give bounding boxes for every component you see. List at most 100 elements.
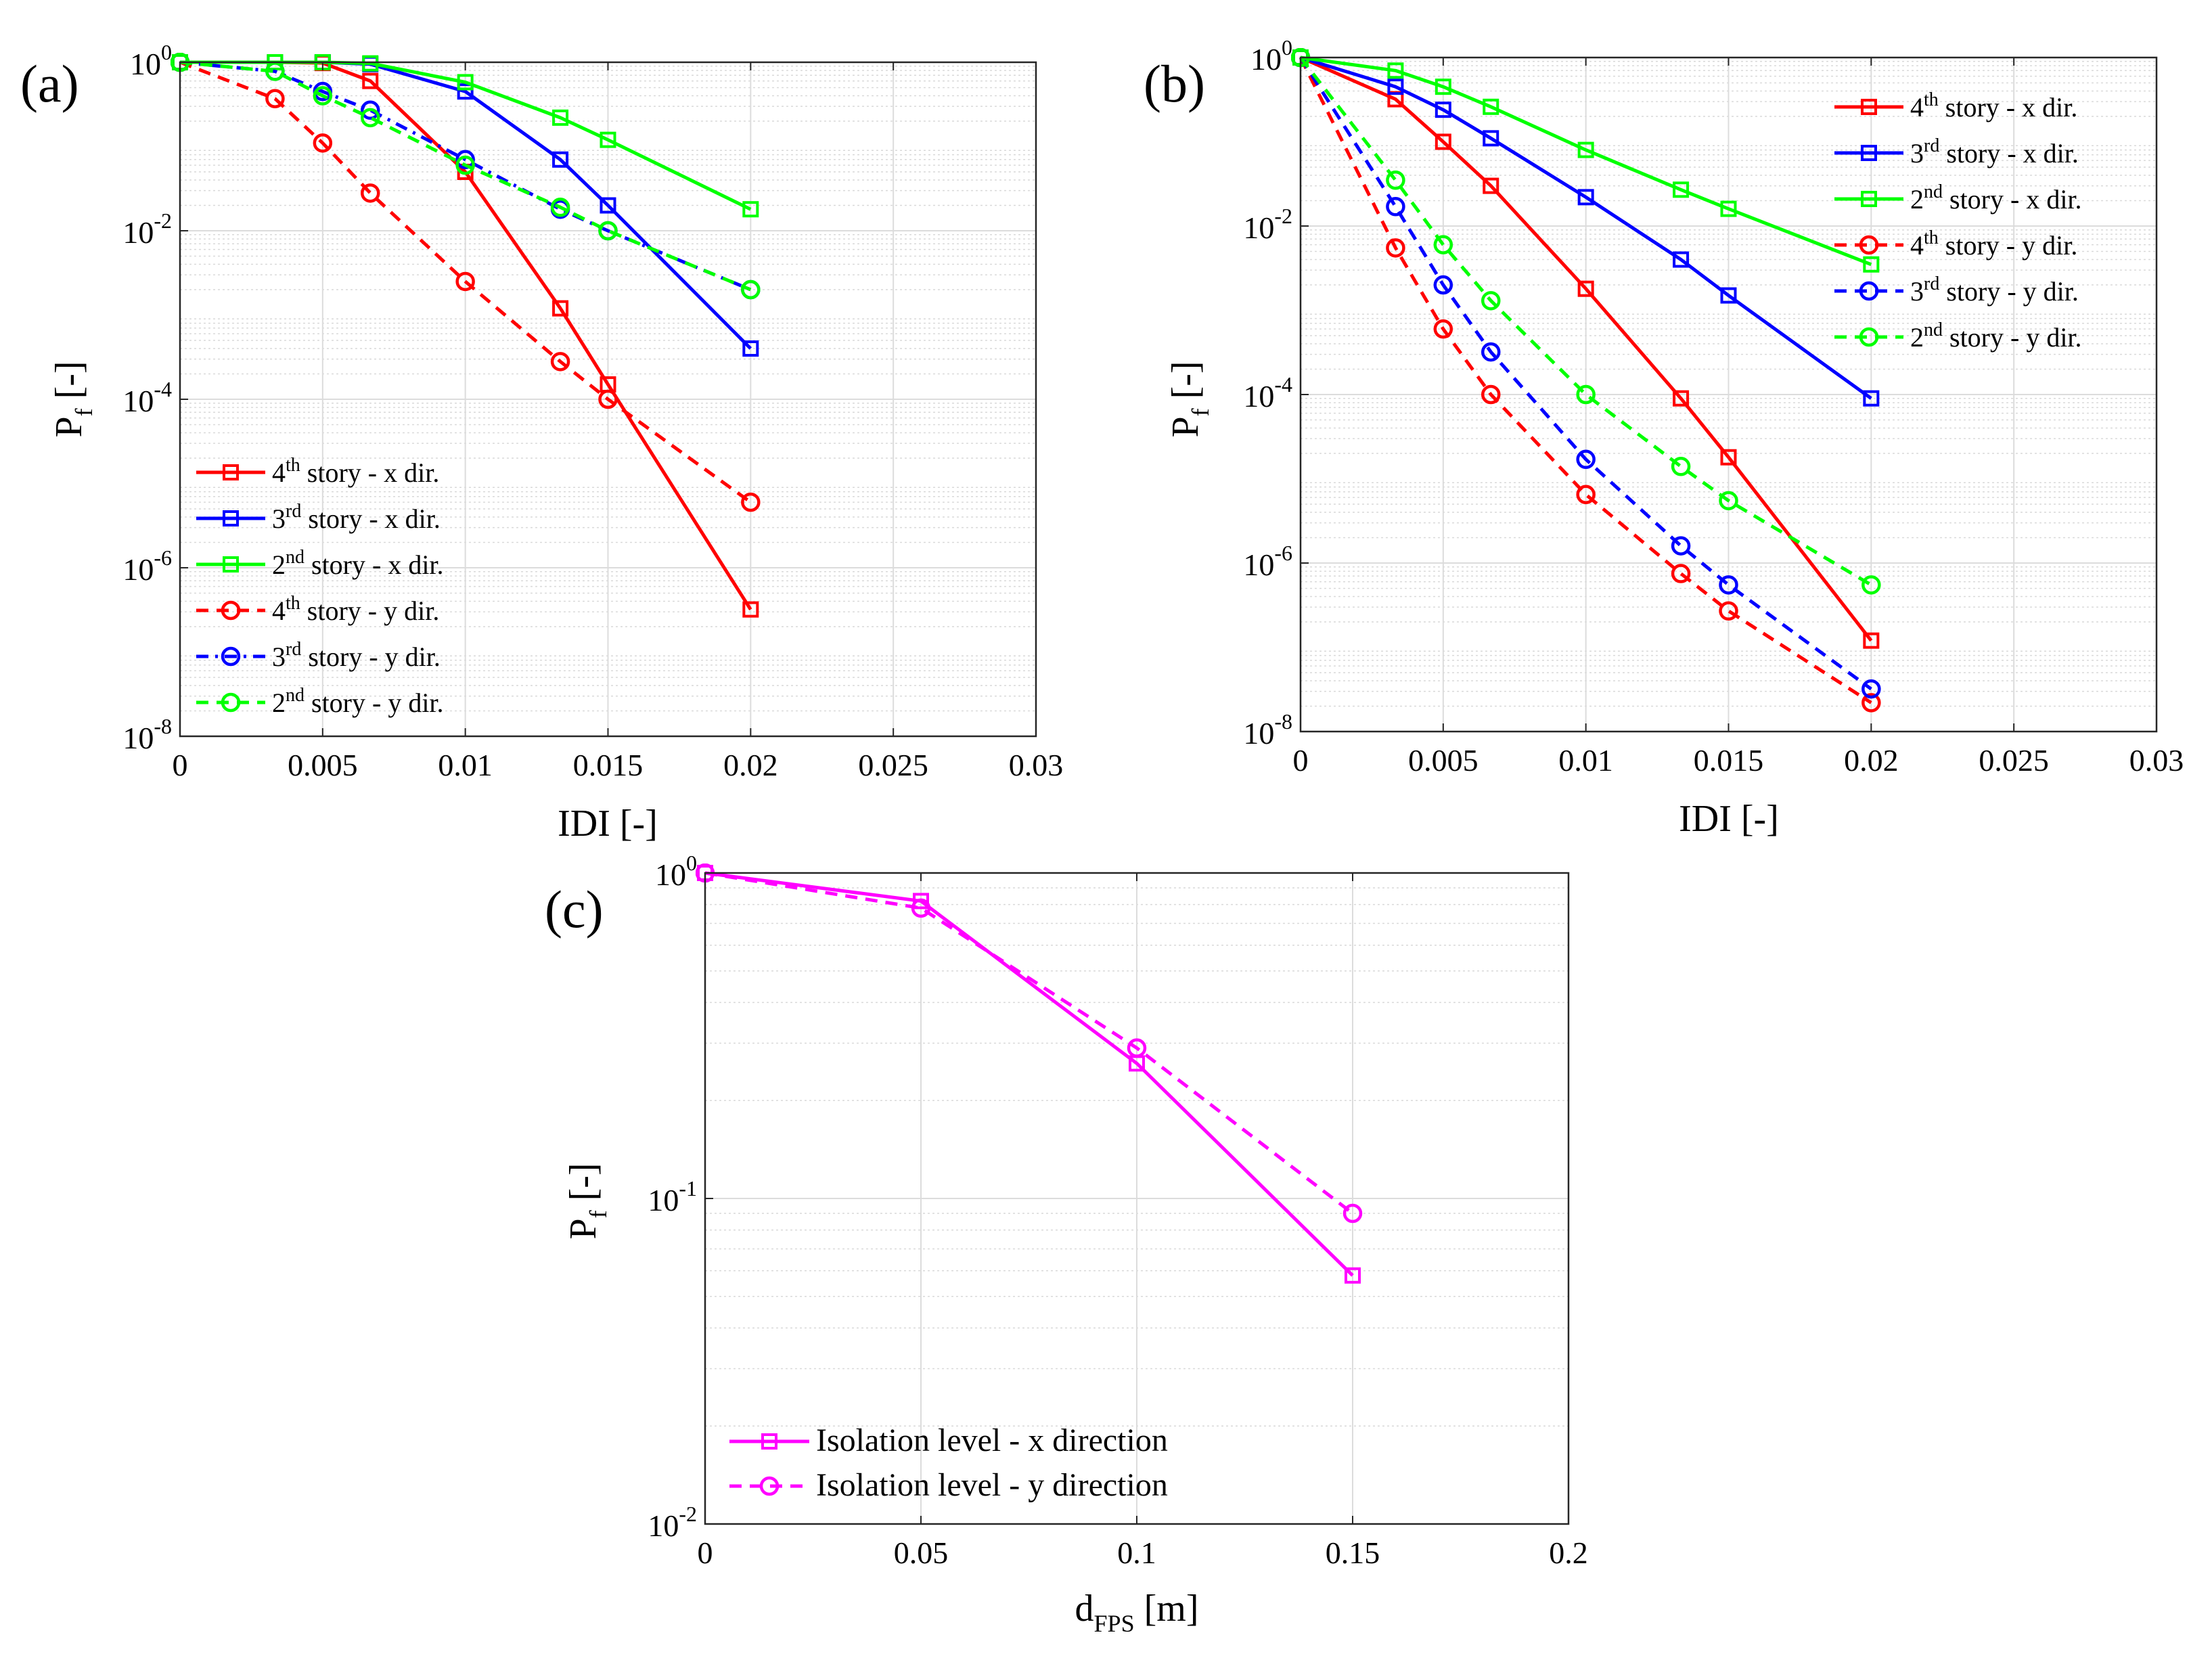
data-point-5-2 xyxy=(313,86,333,106)
legend-entry-label: 3rd story - x dir. xyxy=(272,501,441,534)
data-point-2-5 xyxy=(1673,181,1690,198)
y-tick-base: 10 xyxy=(122,552,154,587)
data-point-3-6 xyxy=(1719,601,1738,621)
y-label-unit: [-] xyxy=(1165,361,1206,408)
legend-ordinal-suffix: rd xyxy=(1924,135,1939,156)
legend-marker xyxy=(223,556,239,573)
data-point-3-1 xyxy=(1386,238,1405,258)
data-point-4-4 xyxy=(455,150,475,170)
data-point-5-5 xyxy=(550,198,570,217)
legend-ordinal-suffix: nd xyxy=(286,547,304,568)
x-axis-label: IDI [-] xyxy=(558,803,658,845)
data-point-2-4 xyxy=(457,74,474,91)
y-tick-exponent: -1 xyxy=(679,1176,697,1201)
y-tick-label: 10-4 xyxy=(122,377,172,418)
data-point-3-1 xyxy=(265,89,285,109)
y-tick-base: 10 xyxy=(130,47,161,81)
x-label-unit: [m] xyxy=(1135,1588,1199,1630)
series-line-5 xyxy=(1299,56,1872,587)
y-tick-label: 10-2 xyxy=(648,1502,697,1543)
y-label-main: P xyxy=(1165,416,1206,437)
series-line-1 xyxy=(704,871,1354,1215)
x-tick-label: 0.03 xyxy=(1009,748,1064,782)
series-line-3 xyxy=(1299,56,1872,704)
data-point-3-5 xyxy=(1671,564,1691,583)
legend-entry-label: 4th story - x dir. xyxy=(272,455,439,488)
data-point-5-1 xyxy=(265,62,285,81)
legend-marker xyxy=(223,510,239,526)
data-point-1-5 xyxy=(552,151,569,168)
y-axis-label: Pf [-] xyxy=(562,1163,612,1239)
grid xyxy=(179,62,1037,737)
y-tick-base: 10 xyxy=(655,857,686,892)
data-point-5-7 xyxy=(1861,575,1881,595)
data-point-3-6 xyxy=(598,389,618,409)
y-tick-label: 10-8 xyxy=(122,714,172,755)
data-point-0-7 xyxy=(1863,632,1880,649)
data-point-3-4 xyxy=(1576,485,1596,505)
y-tick-label: 10-8 xyxy=(1243,709,1292,750)
data-point-5-5 xyxy=(1671,457,1691,476)
x-tick-label: 0.005 xyxy=(1408,743,1479,778)
x-axis-label: IDI [-] xyxy=(1679,798,1779,840)
legend-marker xyxy=(1861,99,1877,115)
data-point-1-1 xyxy=(911,898,931,918)
legend-entry-label: 2nd story - x dir. xyxy=(272,547,444,580)
x-tick-label: 0.2 xyxy=(1549,1535,1588,1570)
y-tick-base: 10 xyxy=(1243,547,1274,582)
legend-entry-label: 3rd story - y dir. xyxy=(272,639,441,672)
data-point-0-3 xyxy=(1345,1267,1361,1284)
x-tick-label: 0.025 xyxy=(858,748,928,782)
data-point-0-3 xyxy=(362,72,379,89)
panel-label: (b) xyxy=(1144,54,1205,113)
y-axis-label: Pf [-] xyxy=(48,361,97,437)
x-tick-label: 0.005 xyxy=(288,748,358,782)
legend-entry-label: 2nd story - y dir. xyxy=(272,685,444,718)
data-point-0-1 xyxy=(913,893,929,910)
legend-marker xyxy=(761,1433,777,1450)
legend-entry-label: 2nd story - y dir. xyxy=(1910,319,2082,353)
legend-rest: story - y dir. xyxy=(1939,230,2078,261)
legend-ordinal-suffix: th xyxy=(1924,227,1939,248)
y-tick-base: 10 xyxy=(1243,379,1274,413)
x-tick-label: 0.05 xyxy=(894,1535,949,1570)
data-point-3-3 xyxy=(361,183,380,203)
y-label-sub: f xyxy=(70,408,97,416)
legend-marker xyxy=(1861,145,1877,161)
data-point-3-2 xyxy=(1433,319,1453,339)
legend-ordinal: 3 xyxy=(1910,276,1924,307)
legend-ordinal: 2 xyxy=(1910,184,1924,215)
series-group xyxy=(1291,48,1881,713)
series-line-3 xyxy=(179,60,752,504)
data-point-1-7 xyxy=(742,340,759,357)
legend-ordinal-suffix: nd xyxy=(1924,319,1943,340)
data-point-1-2 xyxy=(1435,102,1451,118)
data-point-2-2 xyxy=(1435,78,1451,95)
x-tick-label: 0.015 xyxy=(1694,743,1764,778)
y-tick-exponent: -8 xyxy=(154,714,172,738)
legend: 4th story - x dir.3rd story - x dir.2nd … xyxy=(1834,89,2082,353)
data-point-5-1 xyxy=(1386,171,1405,190)
legend-rest: story - x dir. xyxy=(304,549,444,580)
data-point-2-7 xyxy=(742,201,759,218)
legend-ordinal: 4 xyxy=(272,596,286,626)
data-point-2-1 xyxy=(1387,62,1404,79)
data-point-5-6 xyxy=(1719,491,1738,511)
legend-marker xyxy=(1859,327,1879,347)
legend-entry-label: 3rd story - x dir. xyxy=(1910,135,2079,169)
y-tick-exponent: -6 xyxy=(1274,541,1292,565)
data-point-3-5 xyxy=(550,352,570,372)
legend-marker xyxy=(221,692,241,713)
y-tick-exponent: 0 xyxy=(686,851,697,875)
x-label-main: d xyxy=(1075,1588,1094,1630)
legend-ordinal-suffix: th xyxy=(1924,89,1939,110)
legend-entry-label: 4th story - y dir. xyxy=(1910,227,2077,261)
legend-ordinal-suffix: rd xyxy=(286,639,301,660)
legend-marker xyxy=(1859,281,1879,301)
series-line-4 xyxy=(1299,56,1872,691)
y-tick-base: 10 xyxy=(648,1508,679,1543)
y-tick-label: 10-6 xyxy=(122,545,172,587)
y-label-unit: [-] xyxy=(48,361,90,408)
legend-marker xyxy=(1861,191,1877,207)
